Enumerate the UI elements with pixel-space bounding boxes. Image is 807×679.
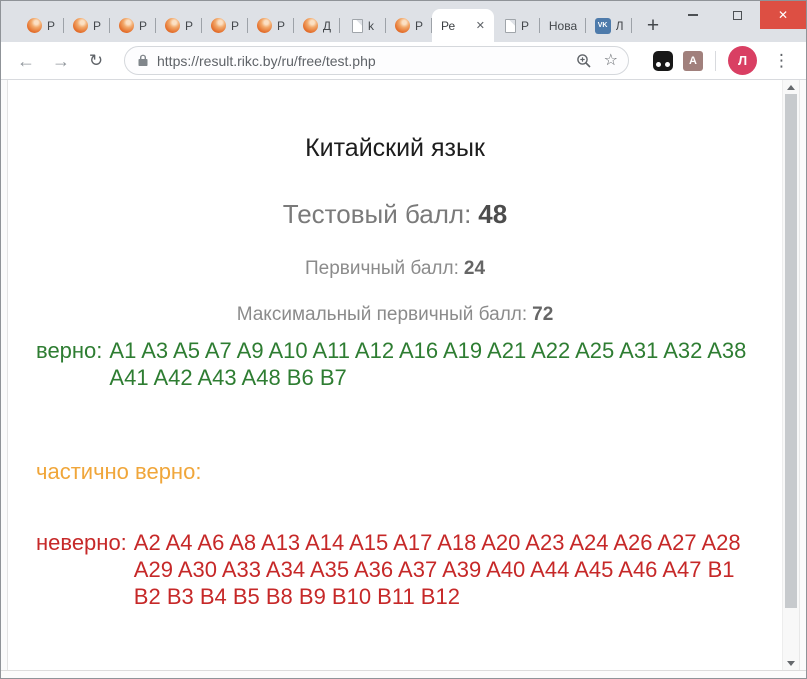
rikc-favicon-icon <box>302 18 318 33</box>
maximize-icon <box>733 10 742 20</box>
correct-answers: A1 A3 A5 A7 A9 A10 A11 A12 A16 A19 A21 A… <box>109 338 747 390</box>
rikc-favicon-icon <box>72 18 88 33</box>
browser-tab[interactable]: Р <box>64 9 110 42</box>
primary-score-line: Первичный балл: 24 <box>8 258 782 280</box>
url-text[interactable]: https://result.rikc.by/ru/free/test.php <box>157 52 376 69</box>
document-favicon-icon <box>504 18 516 33</box>
address-bar[interactable]: https://result.rikc.by/ru/free/test.php … <box>124 46 629 75</box>
browser-menu-icon[interactable]: ⋮ <box>773 50 790 70</box>
test-score-label: Тестовый балл: <box>282 199 472 229</box>
max-primary-score-value: 72 <box>532 304 554 325</box>
browser-content-area: Китайский язык Тестовый балл: 48 Первичны… <box>1 80 806 670</box>
navigation-toolbar: ← → ↻ https://result.rikc.by/ru/free/tes… <box>1 42 806 80</box>
new-tab-button[interactable]: + <box>646 13 660 37</box>
vk-favicon-icon: VK <box>594 17 611 34</box>
browser-tab[interactable]: Р <box>386 9 432 42</box>
browser-tab[interactable]: Р <box>248 9 294 42</box>
rikc-favicon-icon <box>210 18 226 33</box>
minimize-icon <box>687 14 698 16</box>
rikc-favicon-icon <box>164 18 180 33</box>
browser-tab[interactable]: Д <box>294 9 340 42</box>
partial-label: частично верно: <box>36 459 202 484</box>
lock-icon <box>137 54 149 67</box>
partial-answers <box>208 458 752 485</box>
browser-tab[interactable]: Р <box>202 9 248 42</box>
browser-tab[interactable]: k <box>340 9 386 42</box>
window-frame-bottom <box>1 670 806 678</box>
primary-score-label: Первичный балл: <box>304 258 459 279</box>
forward-button[interactable]: → <box>52 50 70 71</box>
browser-tab[interactable]: Р <box>110 9 156 42</box>
incorrect-label: неверно: <box>36 530 127 555</box>
correct-label: верно: <box>36 338 103 363</box>
reload-button[interactable]: ↻ <box>88 51 104 70</box>
profile-avatar[interactable]: Л <box>728 46 757 75</box>
document-favicon-icon <box>352 18 363 33</box>
browser-tab[interactable]: VK Л <box>586 9 632 42</box>
page-content: Китайский язык Тестовый балл: 48 Первичны… <box>8 80 782 670</box>
max-primary-score-line: Максимальный первичный балл: 72 <box>8 304 782 326</box>
correct-section: верно: A1 A3 A5 A7 A9 A10 A11 A12 A16 A1… <box>8 337 782 391</box>
test-score-value: 48 <box>478 199 508 229</box>
adobe-acrobat-icon[interactable]: A <box>683 50 703 71</box>
rikc-favicon-icon <box>394 18 410 33</box>
rikc-favicon-icon <box>256 18 272 33</box>
window-controls: ✕ <box>670 1 806 29</box>
test-score-line: Тестовый балл: 48 <box>8 199 782 230</box>
primary-score-value: 24 <box>463 258 486 279</box>
browser-tab[interactable]: Р <box>18 9 64 42</box>
tab-strip: Р Р Р Р Р Р Д k Р Ре ✕ Р Нова VK <box>1 1 806 42</box>
maximize-button[interactable] <box>715 1 760 29</box>
page-title: Китайский язык <box>305 134 485 162</box>
scroll-down-arrow-icon <box>787 660 795 666</box>
bookmark-star-icon[interactable]: ☆ <box>603 51 618 69</box>
minimize-button[interactable] <box>670 1 715 29</box>
extension-icon[interactable] <box>653 50 673 71</box>
window-frame-left <box>1 80 8 670</box>
tabs-after-active: Р Нова VK Л <box>494 9 632 42</box>
tab-close-icon[interactable]: ✕ <box>475 20 485 32</box>
scroll-down-button[interactable] <box>783 656 799 670</box>
page-scrollbar[interactable] <box>782 80 799 670</box>
zoom-icon[interactable] <box>576 53 592 69</box>
tabs-before-active: Р Р Р Р Р Р Д k Р <box>18 9 432 42</box>
toolbar-divider <box>715 50 716 71</box>
partial-section: частично верно: <box>8 458 782 485</box>
rikc-favicon-icon <box>118 18 134 33</box>
scrollbar-thumb[interactable] <box>785 94 797 608</box>
active-tab-title: Ре <box>441 18 456 33</box>
browser-tab[interactable]: Р <box>156 9 202 42</box>
active-tab[interactable]: Ре ✕ <box>432 9 494 42</box>
scroll-up-arrow-icon <box>787 84 795 90</box>
window-frame-right <box>799 80 806 670</box>
close-button[interactable]: ✕ <box>760 1 806 29</box>
browser-tab[interactable]: Р <box>494 9 540 42</box>
back-button[interactable]: ← <box>17 50 35 71</box>
incorrect-answers: A2 A4 A6 A8 A13 A14 A15 A17 A18 A20 A23 … <box>133 530 741 609</box>
scroll-up-button[interactable] <box>783 80 799 94</box>
incorrect-section: неверно: A2 A4 A6 A8 A13 A14 A15 A17 A18… <box>8 529 782 610</box>
rikc-favicon-icon <box>26 18 42 33</box>
max-primary-score-label: Максимальный первичный балл: <box>236 304 528 325</box>
browser-tab[interactable]: Нова <box>540 9 586 42</box>
